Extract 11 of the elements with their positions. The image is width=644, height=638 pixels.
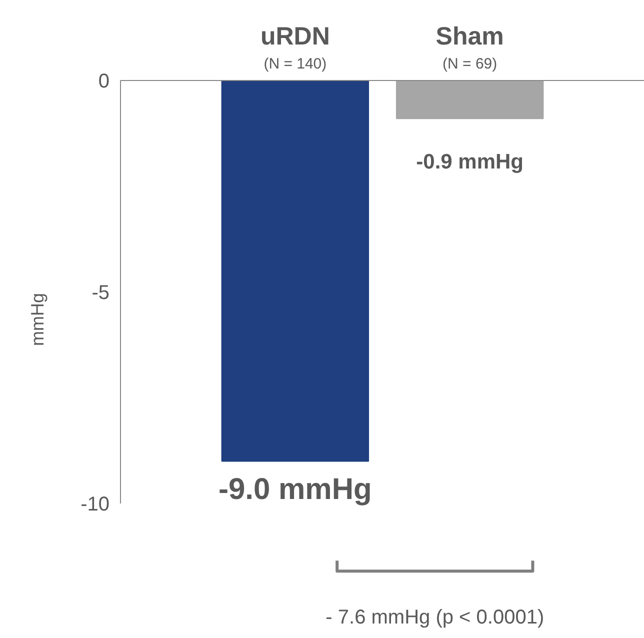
y-tick-label: -10 [80,494,110,516]
text: - 7.6 mmHg (p < 0.0001) [326,606,544,629]
y-tick-label: -5 [92,282,110,304]
text: -9.0 mmHg [218,473,372,506]
y-axis-title: mmHg [28,293,48,346]
x-tick-label: Sham [436,22,504,50]
text: (N = 140) [264,56,327,72]
text: (N = 69) [442,56,498,72]
x-tick-label: uRDN [260,22,330,50]
y-tick-label: 0 [98,70,110,92]
text: -0.9 mmHg [416,150,524,174]
